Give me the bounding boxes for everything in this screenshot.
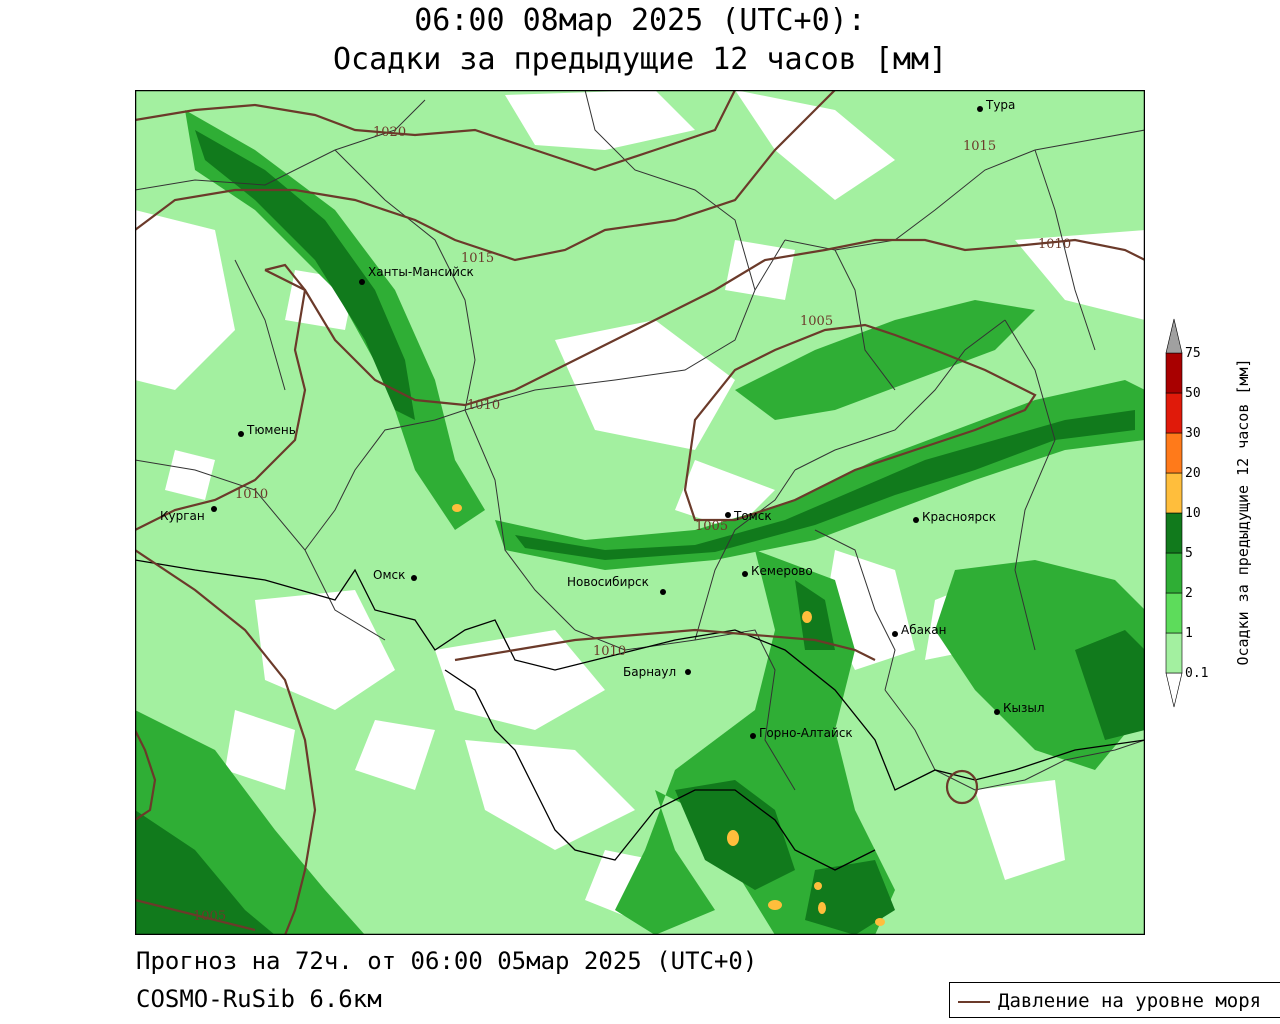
city-novosibirsk: Новосибирск: [567, 575, 666, 595]
colorbar-level-label: 20: [1185, 466, 1201, 481]
isobar-label: 1010: [1038, 237, 1071, 252]
colorbar-title: Осадки за предыдущие 12 часов [мм]: [1234, 358, 1252, 666]
forecast-info: Прогноз на 72ч. от 06:00 05мар 2025 (UTC…: [136, 947, 758, 975]
colorbar-swatch: [1165, 432, 1183, 474]
colorbar-level-label: 10: [1185, 506, 1201, 521]
city-label: Красноярск: [922, 510, 996, 524]
colorbar-level-label: 75: [1185, 346, 1201, 361]
colorbar-swatch: [1165, 592, 1183, 634]
map-title-line1: 06:00 08мар 2025 (UTC+0):: [414, 3, 866, 38]
city-kemerovo: Кемерово: [742, 564, 813, 578]
city-khanty-mansiysk: Ханты-Мансийск: [359, 265, 474, 285]
city-label: Кызыл: [1003, 701, 1045, 715]
isobar-label: 1015: [963, 139, 996, 154]
isobar-label: 1010: [467, 398, 500, 413]
isobar-label: 1005: [800, 314, 833, 329]
city-abakan: Абакан: [892, 623, 946, 637]
isobars: [135, 90, 1145, 935]
city-label: Новосибирск: [567, 575, 649, 589]
colorbar-swatch: [1165, 672, 1183, 708]
isobar-label: 1020: [373, 125, 406, 140]
isobar-labels: 1020 1015 1015 1010 1010 1010 1005 1005 …: [193, 125, 1071, 924]
map-frame: [135, 90, 1145, 935]
colorbar-swatch: [1165, 632, 1183, 674]
colorbar-swatch: [1165, 318, 1183, 354]
city-label: Тура: [985, 98, 1015, 112]
colorbar-swatch: [1165, 392, 1183, 434]
isobar-label: 1005: [193, 909, 226, 924]
isobar-label: 1015: [461, 251, 494, 266]
city-kurgan: Курган: [160, 506, 217, 523]
cities: Тура Ханты-Мансийск Тюмень Курган Омск Н…: [160, 98, 1045, 740]
city-tura: Тура: [977, 98, 1015, 112]
city-tomsk: Томск: [725, 509, 772, 523]
city-label: Барнаул: [623, 665, 676, 679]
isobar-label: 1010: [235, 487, 268, 502]
city-label: Кемерово: [751, 564, 813, 578]
city-label: Омск: [373, 568, 405, 582]
colorbar-level-label: 50: [1185, 386, 1201, 401]
city-krasnoyarsk: Красноярск: [913, 510, 996, 524]
pressure-legend-label: Давление на уровне моря: [998, 990, 1262, 1012]
colorbar-level-label: 2: [1185, 586, 1193, 601]
city-gorno-altaysk: Горно-Алтайск: [750, 726, 853, 740]
isobar-label: 1005: [695, 519, 728, 534]
city-label: Абакан: [901, 623, 946, 637]
colorbar-level-label: 0.1: [1185, 666, 1208, 681]
pressure-legend: Давление на уровне моря: [949, 982, 1280, 1018]
pressure-line-swatch: [958, 1001, 990, 1003]
colorbar-swatches: [1165, 318, 1183, 708]
colorbar-level-label: 30: [1185, 426, 1201, 441]
model-name: COSMO-RuSib 6.6км: [136, 985, 382, 1013]
map-title-line2: Осадки за предыдущие 12 часов [мм]: [332, 42, 948, 77]
isobar-label: 1010: [593, 644, 626, 659]
colorbar-swatch: [1165, 472, 1183, 514]
very-heavy-precip: [452, 504, 885, 926]
state-borders: [135, 559, 1145, 871]
city-kyzyl: Кызыл: [994, 701, 1045, 715]
colorbar-swatch: [1165, 352, 1183, 394]
city-label: Тюмень: [246, 423, 296, 437]
colorbar-level-label: 1: [1185, 626, 1193, 641]
city-barnaul: Барнаул: [623, 665, 691, 679]
dry-areas: [135, 90, 1145, 920]
city-tyumen: Тюмень: [238, 423, 296, 437]
city-label: Горно-Алтайск: [759, 726, 853, 740]
city-label: Томск: [733, 509, 772, 523]
colorbar: 0.1 1 2 5 10 20 30 50 75: [1165, 318, 1208, 708]
region-borders: [135, 90, 1145, 791]
city-label: Ханты-Мансийск: [368, 265, 474, 279]
colorbar-labels: 0.1 1 2 5 10 20 30 50 75: [1185, 346, 1208, 681]
city-label: Курган: [160, 509, 205, 523]
city-omsk: Омск: [373, 568, 417, 582]
colorbar-swatch: [1165, 512, 1183, 554]
heavy-precip: [135, 130, 1145, 935]
colorbar-level-label: 5: [1185, 546, 1193, 561]
precipitation-map: 1020 1015 1015 1010 1010 1010 1005 1005 …: [135, 90, 1145, 935]
colorbar-swatch: [1165, 552, 1183, 594]
